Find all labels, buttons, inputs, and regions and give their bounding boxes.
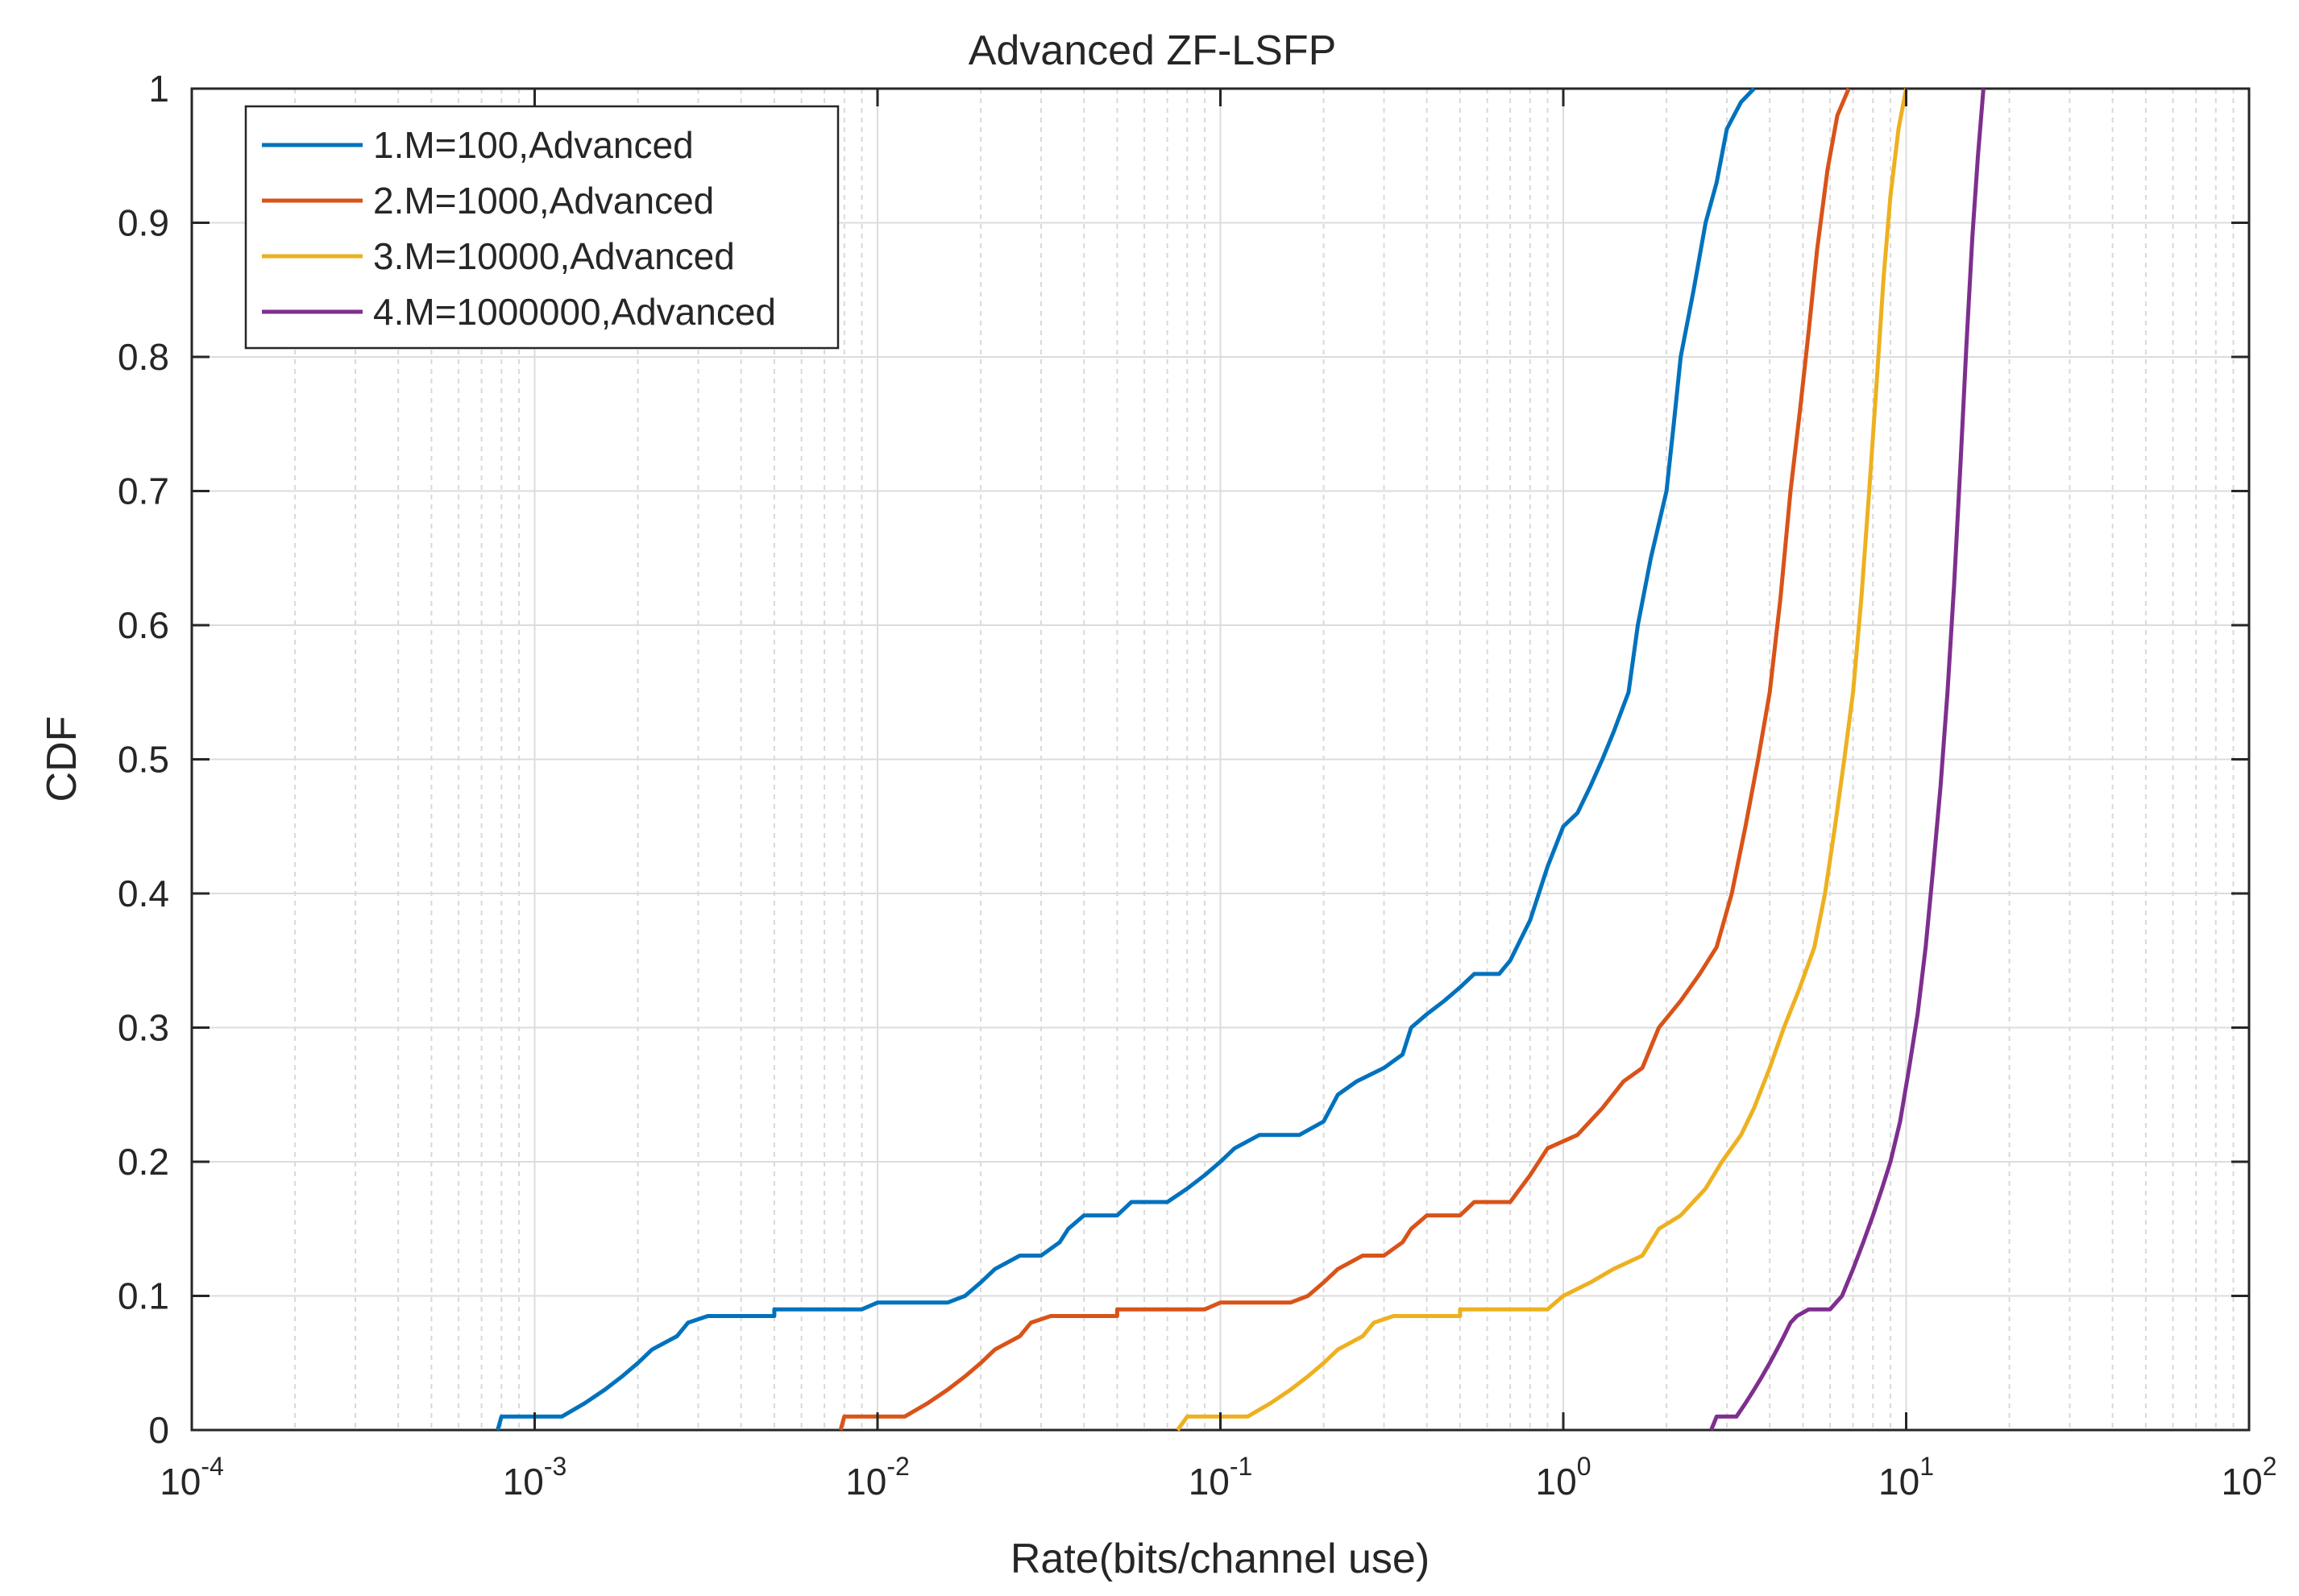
major-grid bbox=[192, 89, 2249, 1430]
y-tick-label: 0.8 bbox=[118, 336, 169, 378]
x-axis-label: Rate(bits/channel use) bbox=[1010, 1536, 1430, 1582]
y-tick-label: 0.3 bbox=[118, 1007, 169, 1049]
x-tick-label: 10-2 bbox=[845, 1452, 910, 1503]
y-axis-ticks: 0 0.1 0.2 0.3 0.4 0.5 0.6 0.7 0.8 0.9 1 bbox=[118, 68, 2249, 1451]
series-line-1 bbox=[496, 87, 1756, 1431]
y-tick-label: 0.7 bbox=[118, 471, 169, 512]
legend-label-4: 4.M=1000000,Advanced bbox=[373, 291, 776, 333]
legend-label-1: 1.M=100,Advanced bbox=[373, 124, 694, 166]
legend-label-2: 2.M=1000,Advanced bbox=[373, 180, 714, 222]
legend-label-3: 3.M=10000,Advanced bbox=[373, 235, 735, 277]
y-tick-label: 0.9 bbox=[118, 202, 169, 244]
y-tick-label: 1 bbox=[148, 68, 169, 110]
x-tick-label: 100 bbox=[1536, 1452, 1591, 1503]
legend: 1.M=100,Advanced 2.M=1000,Advanced 3.M=100… bbox=[244, 105, 840, 350]
x-tick-label: 10-1 bbox=[1189, 1452, 1253, 1503]
series-line-3 bbox=[1176, 88, 1908, 1432]
x-tick-label: 10-3 bbox=[503, 1452, 567, 1503]
series-line-2 bbox=[838, 88, 1851, 1431]
series-layer bbox=[496, 87, 1986, 1432]
x-tick-label: 102 bbox=[2222, 1452, 2277, 1503]
y-axis-label: CDF bbox=[39, 716, 85, 802]
x-tick-label: 101 bbox=[1878, 1452, 1934, 1503]
y-tick-label: 0.5 bbox=[118, 739, 169, 781]
y-tick-label: 0.6 bbox=[118, 604, 169, 646]
series-line-4 bbox=[1709, 88, 1986, 1431]
y-tick-label: 0 bbox=[148, 1409, 169, 1451]
x-tick-label: 10-4 bbox=[160, 1452, 224, 1503]
y-tick-label: 0.1 bbox=[118, 1275, 169, 1317]
y-tick-label: 0.2 bbox=[118, 1141, 169, 1183]
x-axis-ticks: 10-4 10-3 10-2 10-1 100 101 102 bbox=[160, 89, 2276, 1503]
y-tick-label: 0.4 bbox=[118, 873, 169, 914]
chart-title: Advanced ZF-LSFP bbox=[969, 27, 1337, 74]
